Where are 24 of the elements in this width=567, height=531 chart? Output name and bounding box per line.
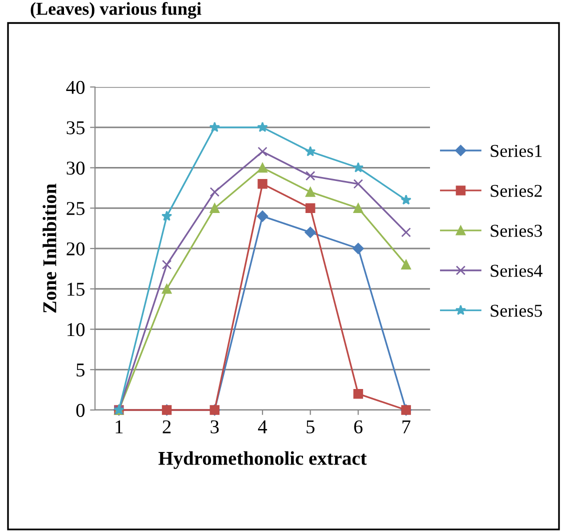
y-tick-label: 30	[66, 162, 85, 175]
x-tick-label: 6	[354, 420, 362, 434]
y-tick-label: 35	[66, 121, 85, 134]
legend-label: Series1	[490, 144, 542, 158]
legend-label: Series3	[490, 224, 542, 237]
y-tick-label: 10	[68, 323, 85, 336]
y-tick-label: 15	[68, 282, 85, 296]
y-tick-label: 25	[66, 202, 85, 216]
x-tick-label: 4	[258, 420, 268, 434]
x-axis-title: Hydromethonolic extract	[158, 451, 367, 469]
legend-label: Series2	[490, 184, 542, 197]
y-tick-label: 5	[76, 364, 85, 377]
y-tick-label: 0	[76, 404, 85, 417]
y-tick-label: 20	[66, 242, 85, 256]
x-tick-label: 7	[402, 420, 410, 434]
x-tick-label: 3	[210, 420, 219, 434]
chart-title: (Leaves) various fungi	[30, 2, 202, 19]
legend-label: Series5	[490, 304, 542, 317]
x-tick-label: 5	[306, 420, 314, 434]
x-tick-label: 2	[162, 420, 171, 434]
y-axis-title: Zone Inhibition	[42, 184, 56, 313]
y-tick-label: 40	[66, 80, 85, 94]
x-tick-label: 1	[116, 420, 123, 434]
legend-label: Series4	[490, 264, 542, 277]
